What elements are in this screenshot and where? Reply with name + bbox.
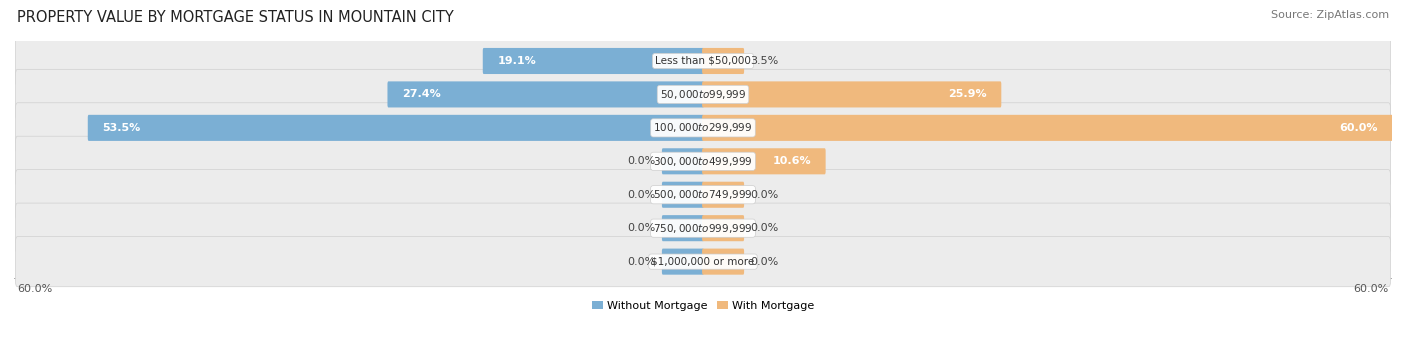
FancyBboxPatch shape <box>15 69 1391 119</box>
FancyBboxPatch shape <box>662 148 704 174</box>
FancyBboxPatch shape <box>702 81 1001 107</box>
Text: Less than $50,000: Less than $50,000 <box>655 56 751 66</box>
Text: 0.0%: 0.0% <box>627 223 657 233</box>
FancyBboxPatch shape <box>702 215 744 241</box>
Text: 25.9%: 25.9% <box>948 89 987 100</box>
Text: 10.6%: 10.6% <box>772 156 811 166</box>
FancyBboxPatch shape <box>702 148 825 174</box>
Text: 60.0%: 60.0% <box>17 284 53 294</box>
Text: $300,000 to $499,999: $300,000 to $499,999 <box>654 155 752 168</box>
Text: 3.5%: 3.5% <box>749 56 779 66</box>
FancyBboxPatch shape <box>702 182 744 208</box>
FancyBboxPatch shape <box>87 115 704 141</box>
FancyBboxPatch shape <box>662 249 704 275</box>
Text: 0.0%: 0.0% <box>627 156 657 166</box>
FancyBboxPatch shape <box>702 48 744 74</box>
Text: $750,000 to $999,999: $750,000 to $999,999 <box>654 222 752 235</box>
Text: $500,000 to $749,999: $500,000 to $749,999 <box>654 188 752 201</box>
Text: $1,000,000 or more: $1,000,000 or more <box>651 257 755 267</box>
FancyBboxPatch shape <box>15 237 1391 287</box>
FancyBboxPatch shape <box>388 81 704 107</box>
Text: 0.0%: 0.0% <box>627 257 657 267</box>
FancyBboxPatch shape <box>482 48 704 74</box>
Text: $50,000 to $99,999: $50,000 to $99,999 <box>659 88 747 101</box>
FancyBboxPatch shape <box>15 36 1391 86</box>
FancyBboxPatch shape <box>15 170 1391 220</box>
Text: 27.4%: 27.4% <box>402 89 441 100</box>
FancyBboxPatch shape <box>702 115 1393 141</box>
FancyBboxPatch shape <box>15 203 1391 253</box>
Text: 0.0%: 0.0% <box>749 223 779 233</box>
Text: 0.0%: 0.0% <box>749 190 779 200</box>
FancyBboxPatch shape <box>15 136 1391 187</box>
Text: 53.5%: 53.5% <box>103 123 141 133</box>
Text: 19.1%: 19.1% <box>498 56 536 66</box>
Text: 0.0%: 0.0% <box>627 190 657 200</box>
Legend: Without Mortgage, With Mortgage: Without Mortgage, With Mortgage <box>588 296 818 315</box>
Text: 60.0%: 60.0% <box>1340 123 1378 133</box>
FancyBboxPatch shape <box>662 215 704 241</box>
FancyBboxPatch shape <box>702 249 744 275</box>
Text: $100,000 to $299,999: $100,000 to $299,999 <box>654 121 752 134</box>
Text: 60.0%: 60.0% <box>1353 284 1389 294</box>
FancyBboxPatch shape <box>15 103 1391 153</box>
FancyBboxPatch shape <box>662 182 704 208</box>
Text: Source: ZipAtlas.com: Source: ZipAtlas.com <box>1271 10 1389 20</box>
Text: 0.0%: 0.0% <box>749 257 779 267</box>
Text: PROPERTY VALUE BY MORTGAGE STATUS IN MOUNTAIN CITY: PROPERTY VALUE BY MORTGAGE STATUS IN MOU… <box>17 10 454 25</box>
